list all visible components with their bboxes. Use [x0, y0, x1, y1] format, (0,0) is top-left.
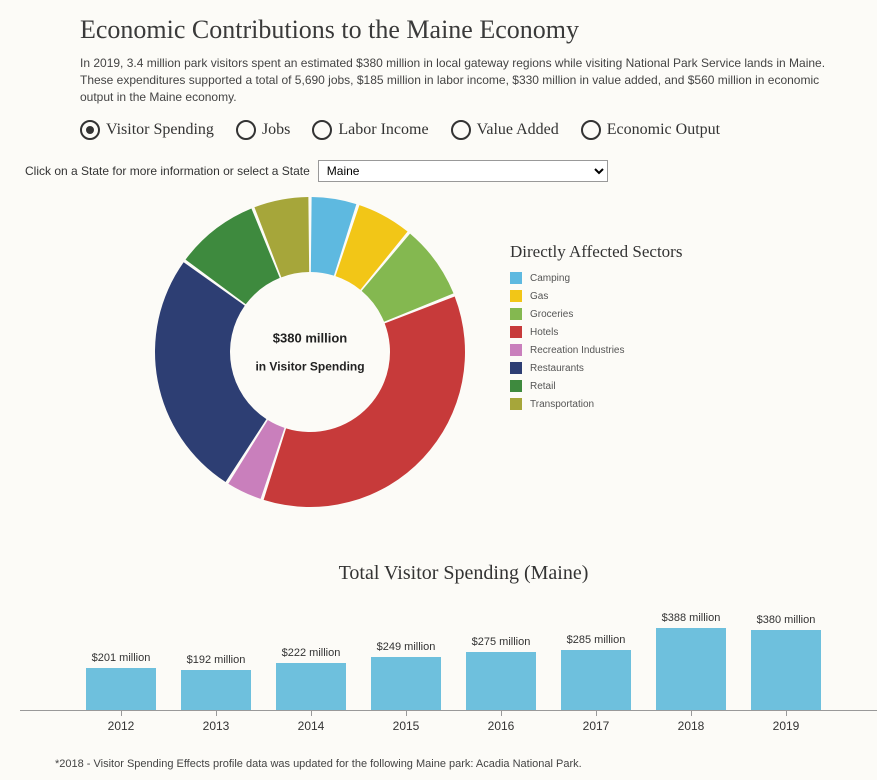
legend-label: Groceries [530, 309, 573, 320]
bar-chart-title: Total Visitor Spending (Maine) [80, 562, 847, 585]
bar-value-label: $285 million [567, 634, 626, 646]
donut-chart: $380 million in Visitor Spending [150, 192, 470, 512]
legend-swatch [510, 326, 522, 338]
donut-legend: Directly Affected Sectors Camping Gas Groc… [510, 242, 682, 416]
legend-swatch [510, 272, 522, 284]
legend-swatch [510, 362, 522, 374]
bar-rect [181, 670, 251, 711]
bar-chart-axis: 20122013201420152016201720182019 [20, 711, 877, 733]
legend-item-retail[interactable]: Retail [510, 380, 682, 392]
bar-rect [561, 650, 631, 711]
radio-label: Jobs [262, 121, 290, 139]
radio-economic-output[interactable]: Economic Output [581, 120, 720, 140]
bar-axis-tick: 2014 [264, 711, 359, 733]
bar-2013[interactable]: $192 million [169, 654, 264, 711]
page-title: Economic Contributions to the Maine Econ… [80, 15, 847, 45]
radio-icon [236, 120, 256, 140]
legend-item-restaurants[interactable]: Restaurants [510, 362, 682, 374]
bar-rect [656, 628, 726, 710]
bar-value-label: $275 million [472, 636, 531, 648]
legend-swatch [510, 308, 522, 320]
bar-value-label: $201 million [92, 652, 151, 664]
bar-axis-tick: 2017 [549, 711, 644, 733]
radio-label: Economic Output [607, 121, 720, 139]
bar-value-label: $388 million [662, 612, 721, 624]
bar-2012[interactable]: $201 million [74, 652, 169, 711]
donut-slice-hotels[interactable] [264, 297, 465, 508]
legend-swatch [510, 380, 522, 392]
legend-swatch [510, 344, 522, 356]
bar-2015[interactable]: $249 million [359, 641, 454, 710]
bar-rect [86, 668, 156, 711]
metric-radio-group: Visitor Spending Jobs Labor Income Value Ad… [80, 120, 847, 140]
radio-labor-income[interactable]: Labor Income [312, 120, 428, 140]
legend-item-recreation-industries[interactable]: Recreation Industries [510, 344, 682, 356]
radio-visitor-spending[interactable]: Visitor Spending [80, 120, 214, 140]
legend-item-camping[interactable]: Camping [510, 272, 682, 284]
bar-axis-tick: 2016 [454, 711, 549, 733]
state-prompt: Click on a State for more information or… [25, 164, 310, 178]
bar-value-label: $249 million [377, 641, 436, 653]
legend-label: Restaurants [530, 363, 584, 374]
radio-icon [312, 120, 332, 140]
bar-axis-tick: 2019 [739, 711, 834, 733]
bar-2017[interactable]: $285 million [549, 634, 644, 711]
legend-item-gas[interactable]: Gas [510, 290, 682, 302]
radio-label: Labor Income [338, 121, 428, 139]
bar-value-label: $192 million [187, 654, 246, 666]
radio-label: Value Added [477, 121, 559, 139]
bar-rect [371, 657, 441, 710]
legend-swatch [510, 290, 522, 302]
legend-label: Retail [530, 381, 556, 392]
legend-title: Directly Affected Sectors [510, 242, 682, 262]
bar-axis-tick: 2013 [169, 711, 264, 733]
radio-label: Visitor Spending [106, 121, 214, 139]
radio-icon [581, 120, 601, 140]
legend-label: Camping [530, 273, 570, 284]
bar-value-label: $222 million [282, 647, 341, 659]
radio-icon [80, 120, 100, 140]
state-select[interactable]: Maine [318, 160, 608, 182]
legend-label: Gas [530, 291, 548, 302]
legend-item-groceries[interactable]: Groceries [510, 308, 682, 320]
state-selector-row: Click on a State for more information or… [25, 160, 847, 182]
legend-item-hotels[interactable]: Hotels [510, 326, 682, 338]
bar-axis-tick: 2012 [74, 711, 169, 733]
bar-2014[interactable]: $222 million [264, 647, 359, 710]
radio-jobs[interactable]: Jobs [236, 120, 290, 140]
donut-metric-label: in Visitor Spending [230, 360, 390, 374]
legend-label: Transportation [530, 399, 594, 410]
bar-rect [751, 630, 821, 711]
legend-item-transportation[interactable]: Transportation [510, 398, 682, 410]
intro-paragraph: In 2019, 3.4 million park visitors spent… [80, 55, 840, 105]
bar-2018[interactable]: $388 million [644, 612, 739, 710]
bar-2016[interactable]: $275 million [454, 636, 549, 710]
bar-chart: $201 million $192 million $222 million $249… [20, 600, 877, 711]
bar-axis-tick: 2015 [359, 711, 454, 733]
bar-value-label: $380 million [757, 614, 816, 626]
radio-icon [451, 120, 471, 140]
bar-rect [466, 652, 536, 710]
footnote: *2018 - Visitor Spending Effects profile… [55, 758, 847, 770]
bar-rect [276, 663, 346, 710]
legend-label: Hotels [530, 327, 558, 338]
donut-center-label: $380 million in Visitor Spending [230, 331, 390, 374]
radio-value-added[interactable]: Value Added [451, 120, 559, 140]
donut-amount: $380 million [230, 331, 390, 346]
bar-2019[interactable]: $380 million [739, 614, 834, 711]
legend-label: Recreation Industries [530, 345, 625, 356]
legend-swatch [510, 398, 522, 410]
bar-axis-tick: 2018 [644, 711, 739, 733]
